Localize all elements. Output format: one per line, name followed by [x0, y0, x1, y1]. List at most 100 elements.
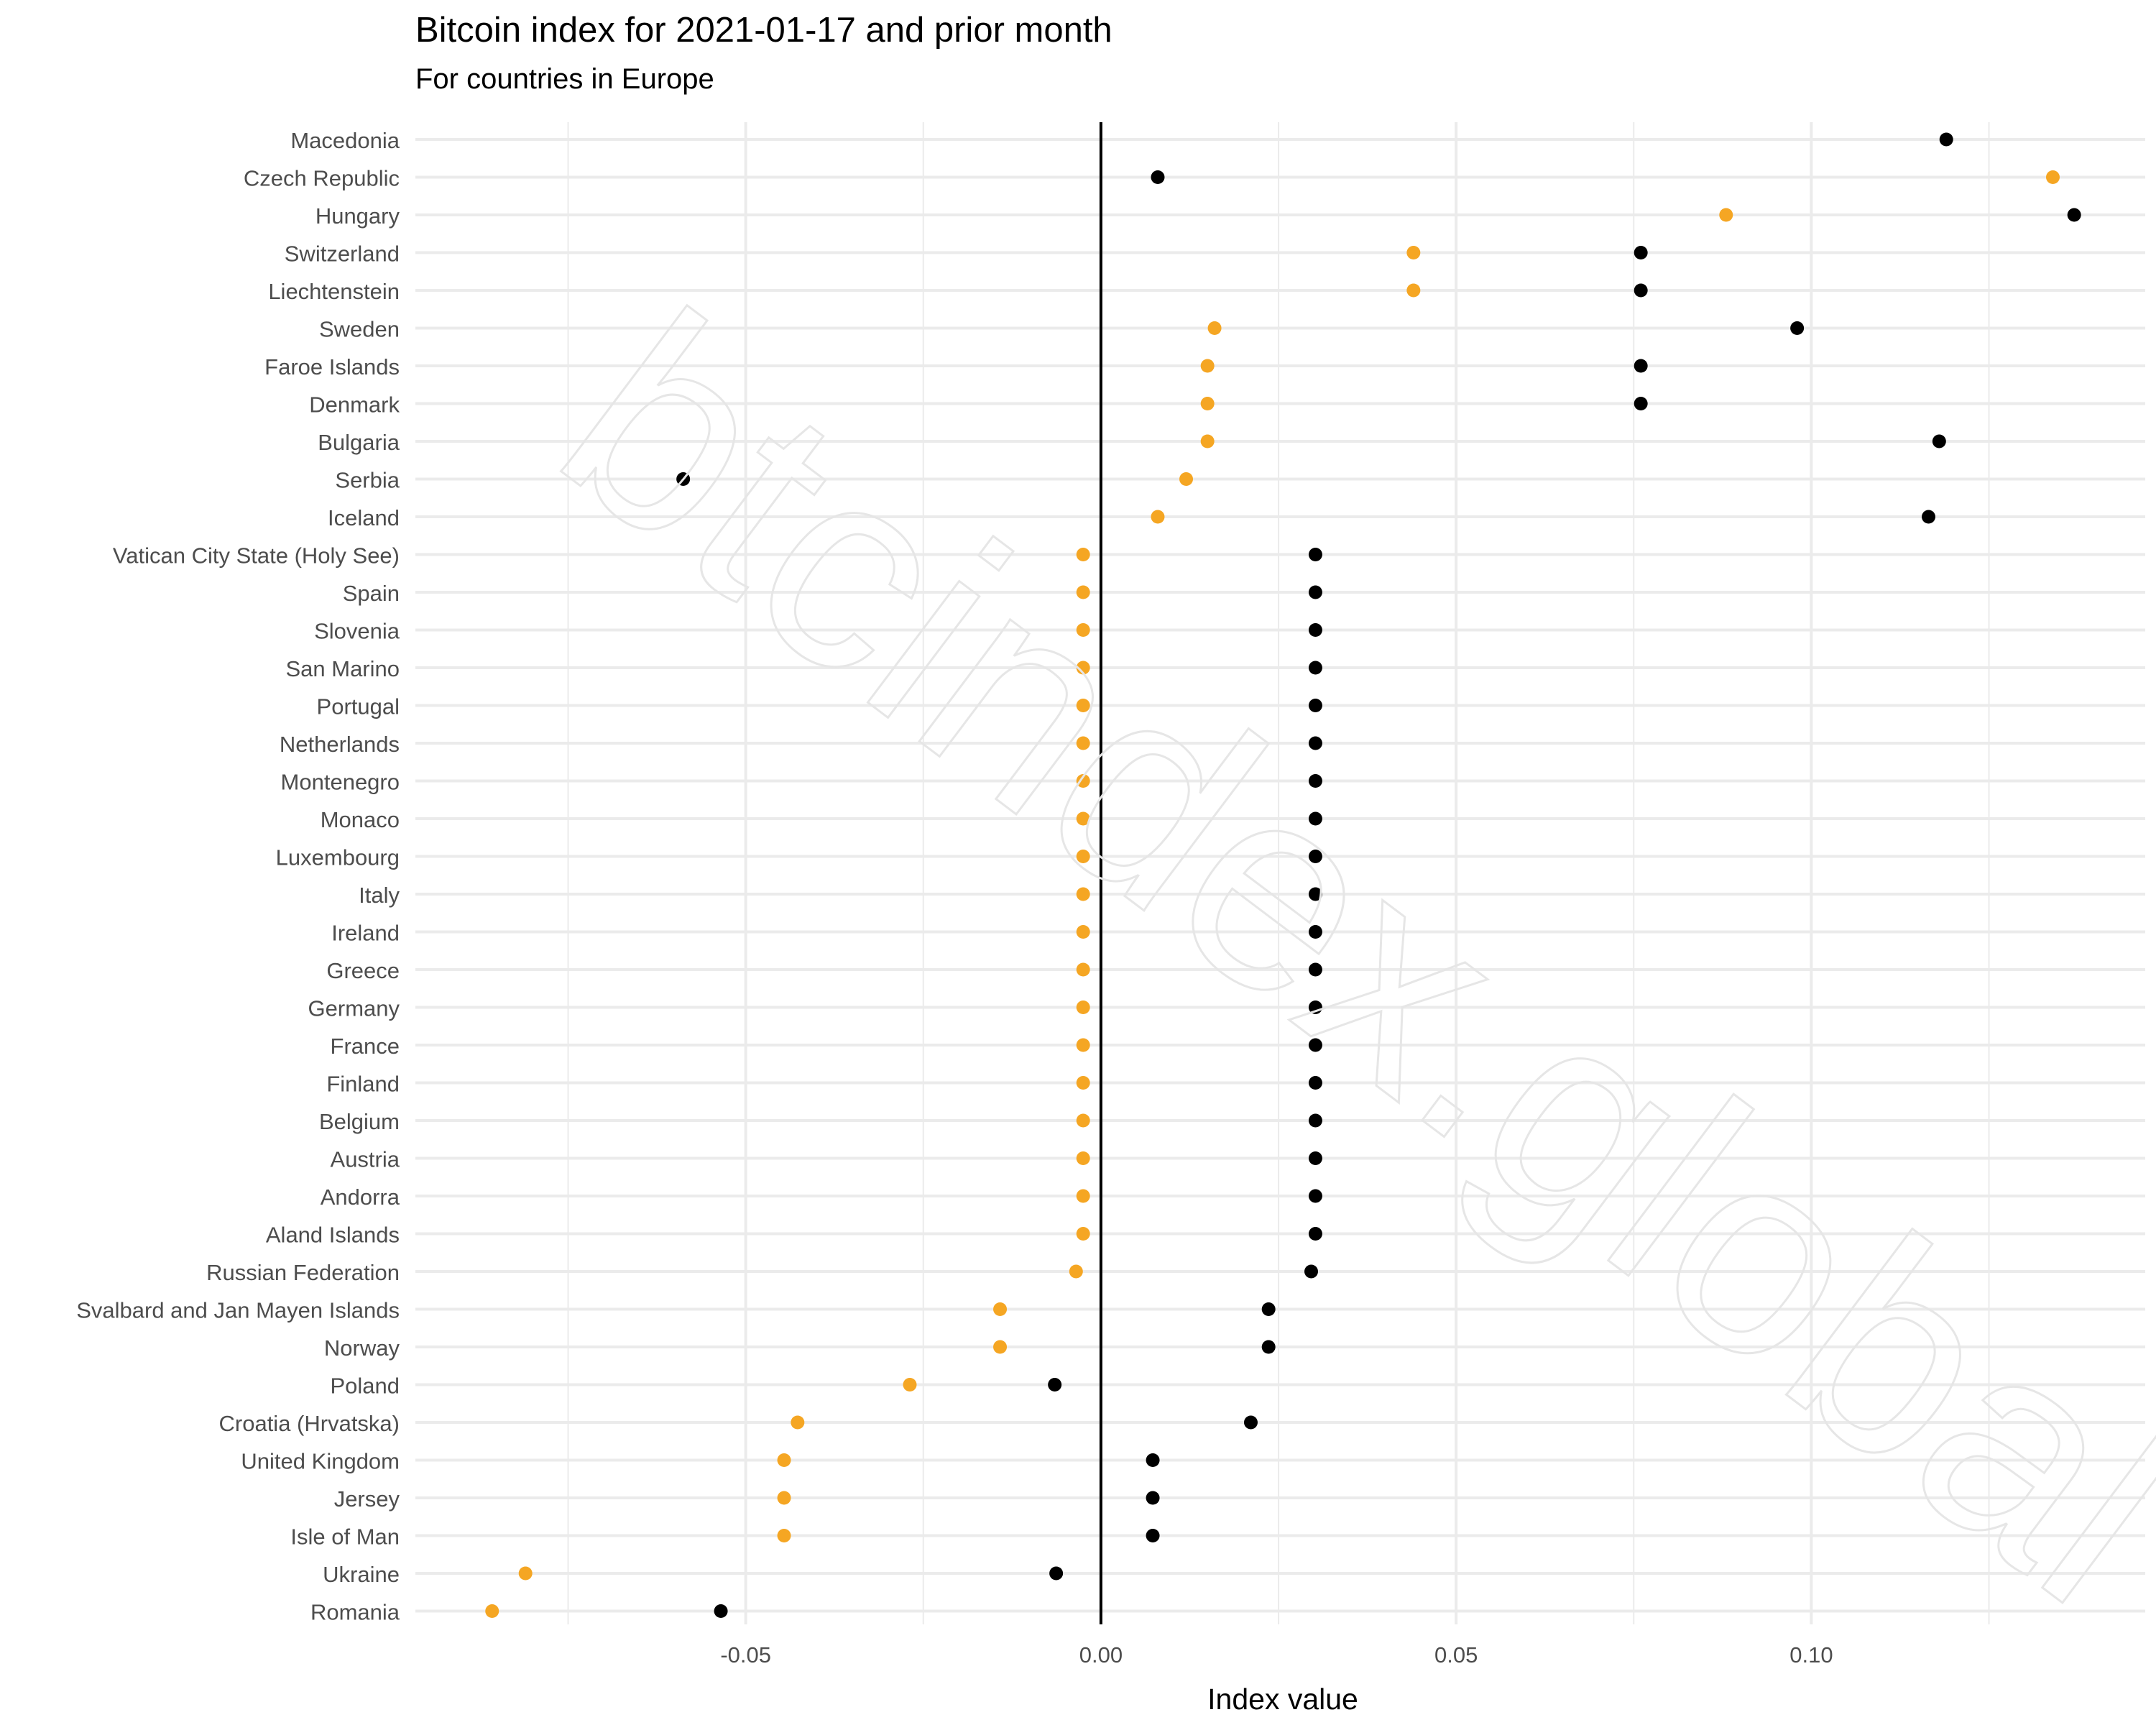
point-series-a — [903, 1378, 917, 1392]
x-tick-label: 0.05 — [1434, 1642, 1478, 1668]
point-series-b — [2067, 208, 2081, 222]
y-tick-label: Liechtenstein — [268, 279, 400, 304]
y-tick-label: Montenegro — [281, 770, 400, 795]
chart-title: Bitcoin index for 2021-01-17 and prior m… — [415, 11, 1112, 50]
y-tick-label: Portugal — [317, 694, 400, 719]
x-axis-title: Index value — [1207, 1683, 1358, 1716]
point-series-b — [1308, 925, 1322, 939]
point-series-b — [1146, 1491, 1160, 1505]
point-series-b — [1243, 1415, 1258, 1430]
point-series-a — [993, 1302, 1008, 1316]
point-series-b — [1146, 1529, 1160, 1542]
point-series-b — [1308, 699, 1322, 712]
point-series-a — [1076, 962, 1090, 977]
y-tick-label: Belgium — [319, 1109, 400, 1134]
x-tick-label: -0.05 — [720, 1642, 771, 1668]
y-tick-label: Macedonia — [290, 128, 400, 153]
point-series-a — [1069, 1264, 1083, 1279]
point-series-a — [1406, 246, 1421, 259]
point-series-b — [1634, 283, 1648, 298]
y-tick-label: Romania — [310, 1600, 400, 1625]
point-series-b — [1634, 359, 1648, 373]
y-tick-label: Isle of Man — [290, 1524, 400, 1550]
y-tick-label: Czech Republic — [244, 166, 400, 191]
point-series-a — [1200, 359, 1215, 373]
y-tick-label: Germany — [308, 996, 400, 1021]
y-tick-label: Croatia (Hrvatska) — [219, 1411, 400, 1436]
y-tick-label: Sweden — [319, 317, 400, 342]
y-tick-label: United Kingdom — [241, 1449, 400, 1474]
y-tick-label: Bulgaria — [318, 430, 400, 455]
y-tick-label: Luxembourg — [276, 845, 400, 870]
point-series-b — [1308, 1000, 1322, 1014]
point-series-b — [676, 472, 691, 486]
point-series-a — [777, 1529, 791, 1542]
y-tick-label: Ukraine — [323, 1562, 400, 1587]
point-series-a — [1076, 1227, 1090, 1241]
y-tick-label: Italy — [359, 883, 400, 908]
y-tick-label: Vatican City State (Holy See) — [113, 543, 400, 569]
y-tick-label: Hungary — [315, 203, 400, 229]
point-series-b — [1308, 1038, 1322, 1052]
y-tick-label: Austria — [331, 1147, 400, 1172]
point-series-b — [1308, 661, 1322, 675]
point-series-b — [1922, 510, 1936, 524]
point-series-b — [1308, 962, 1322, 977]
point-series-a — [1076, 1000, 1090, 1014]
y-tick-label: Aland Islands — [266, 1223, 400, 1248]
point-series-a — [1076, 1038, 1090, 1052]
point-series-b — [1308, 548, 1322, 561]
y-tick-label: Switzerland — [285, 242, 400, 267]
point-series-b — [1308, 850, 1322, 863]
point-series-a — [485, 1604, 499, 1618]
point-series-b — [1049, 1566, 1064, 1581]
y-tick-label: Denmark — [309, 392, 400, 418]
point-series-b — [1932, 434, 1946, 448]
y-tick-label: Norway — [324, 1335, 400, 1361]
point-series-a — [1076, 925, 1090, 939]
point-series-a — [791, 1415, 805, 1430]
y-tick-label: Finland — [326, 1072, 400, 1097]
point-series-a — [777, 1453, 791, 1467]
point-series-b — [714, 1604, 728, 1618]
point-series-a — [1076, 811, 1090, 826]
point-series-b — [1634, 246, 1648, 259]
y-tick-label: Monaco — [321, 807, 400, 832]
point-series-b — [1308, 1227, 1322, 1241]
point-series-a — [1076, 1113, 1090, 1128]
point-series-a — [1076, 736, 1090, 750]
point-series-a — [1076, 887, 1090, 901]
point-series-b — [1304, 1264, 1318, 1279]
y-tick-label: France — [331, 1034, 400, 1059]
point-series-a — [1076, 1189, 1090, 1203]
point-series-a — [2045, 170, 2060, 184]
point-series-a — [1179, 472, 1194, 486]
data-points — [485, 132, 2081, 1618]
point-series-b — [1308, 1113, 1322, 1128]
point-series-b — [1308, 736, 1322, 750]
point-series-a — [1151, 510, 1165, 524]
point-series-a — [993, 1340, 1008, 1354]
point-series-b — [1151, 170, 1165, 184]
y-tick-label: Spain — [343, 581, 400, 606]
point-series-b — [1261, 1302, 1276, 1316]
point-series-a — [1076, 699, 1090, 712]
point-series-b — [1261, 1340, 1276, 1354]
point-series-b — [1308, 887, 1322, 901]
point-series-a — [1076, 661, 1090, 675]
y-tick-label: Iceland — [328, 505, 400, 530]
y-tick-label: Slovenia — [314, 619, 400, 644]
y-tick-label: Ireland — [331, 921, 400, 946]
point-series-a — [777, 1491, 791, 1505]
grid-layer — [415, 122, 2145, 1624]
y-tick-label: Netherlands — [280, 732, 400, 757]
point-series-a — [1200, 397, 1215, 410]
point-series-a — [1076, 623, 1090, 637]
y-tick-label: Faroe Islands — [264, 354, 400, 380]
y-tick-label: Poland — [330, 1374, 400, 1399]
point-series-b — [1308, 774, 1322, 788]
point-series-b — [1308, 811, 1322, 826]
y-tick-label: San Marino — [285, 656, 400, 681]
